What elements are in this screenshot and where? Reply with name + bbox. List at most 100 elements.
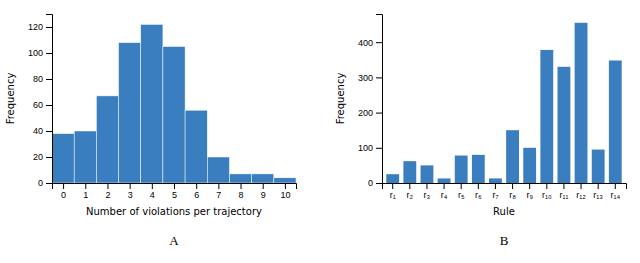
y-tick: 60	[33, 100, 52, 110]
bar	[575, 23, 588, 183]
y-tick: 0	[368, 178, 382, 188]
x-axis: 012345678910	[53, 183, 297, 200]
panel-caption: B	[500, 233, 509, 248]
x-tick-label: 8	[239, 190, 244, 200]
x-tick-mark	[409, 183, 410, 189]
x-tick-label: r₁₁	[559, 190, 568, 200]
y-tick: 20	[33, 152, 52, 162]
x-tick-mark	[63, 183, 64, 189]
x-tick-mark	[218, 183, 219, 189]
y-axis-title: Frequency	[335, 73, 346, 125]
x-tick-label: r₂	[407, 190, 414, 200]
y-tick: 200	[358, 108, 382, 118]
x-axis-title: Rule	[493, 206, 515, 217]
x-tick-mark	[546, 183, 547, 189]
bar	[540, 50, 553, 183]
y-tick-label: 0	[368, 178, 373, 188]
x-tick-mark	[529, 183, 530, 189]
x-tick-mark	[130, 183, 131, 189]
bar	[472, 155, 485, 183]
x-tick-mark	[85, 183, 86, 189]
y-tick-label: 40	[33, 126, 43, 136]
x-tick: 2	[105, 183, 110, 200]
x-tick: 6	[194, 183, 199, 200]
x-tick-mark	[478, 183, 479, 189]
y-tick-label: 120	[28, 22, 43, 32]
y-tick-label: 80	[33, 74, 43, 84]
x-tick-label: 4	[150, 190, 155, 200]
x-tick: r₅	[458, 183, 465, 200]
panel-caption: A	[169, 233, 179, 248]
plot-area	[386, 23, 621, 183]
y-tick-mark	[376, 42, 382, 43]
bar	[506, 130, 519, 183]
x-tick: 4	[150, 183, 155, 200]
x-axis-line	[383, 184, 627, 190]
x-tick: r₁	[390, 183, 396, 200]
x-tick: r₈	[509, 183, 516, 200]
x-tick: 3	[128, 183, 133, 200]
x-tick-mark	[426, 183, 427, 189]
panel: 0100200300400r₁r₂r₃r₄r₅r₆r₇r₈r₉r₁₀r₁₁r₁₂…	[335, 15, 627, 249]
y-tick-label: 0	[38, 178, 43, 188]
x-tick: 10	[280, 183, 290, 200]
x-tick-mark	[263, 183, 264, 189]
y-tick: 120	[28, 22, 52, 32]
y-tick-mark	[46, 53, 52, 54]
y-tick: 80	[33, 74, 52, 84]
x-tick: r₁₃	[593, 183, 603, 200]
y-tick-label: 100	[28, 48, 43, 58]
y-axis: 0100200300400	[358, 15, 383, 189]
y-tick: 0	[38, 178, 52, 188]
x-tick-label: 2	[105, 190, 110, 200]
x-axis: r₁r₂r₃r₄r₅r₆r₇r₈r₉r₁₀r₁₁r₁₂r₁₃r₁₄	[383, 183, 627, 200]
x-tick-label: r₈	[509, 190, 516, 200]
y-tick-mark	[376, 113, 382, 114]
y-axis: 0 20 40 60 80 100 120	[28, 15, 53, 189]
bar	[592, 150, 605, 183]
x-tick-label: 3	[128, 190, 133, 200]
bar	[252, 174, 274, 183]
x-tick: r₄	[441, 183, 448, 200]
bar	[96, 96, 118, 183]
x-tick-mark	[461, 183, 462, 189]
x-tick-label: 0	[61, 190, 66, 200]
y-tick-mark	[46, 79, 52, 80]
y-tick-mark	[376, 183, 382, 184]
y-tick-label: 200	[358, 108, 373, 118]
x-tick-label: 1	[83, 190, 88, 200]
x-tick: r₁₀	[542, 183, 552, 200]
x-tick-mark	[107, 183, 108, 189]
y-tick: 100	[358, 143, 382, 153]
x-tick-label: r₁₃	[593, 190, 603, 200]
plot-area	[52, 24, 296, 183]
x-tick-label: r₅	[458, 190, 465, 200]
panel: 020406080100120012345678910Number of vio…	[5, 15, 297, 249]
x-tick-label: r₇	[492, 190, 498, 200]
bar	[185, 110, 207, 183]
x-tick-label: r₃	[424, 190, 431, 200]
x-tick-mark	[241, 183, 242, 189]
y-tick-mark	[46, 183, 52, 184]
x-tick-label: r₁₄	[610, 190, 620, 200]
x-tick-mark	[581, 183, 582, 189]
x-tick: r₆	[475, 183, 482, 200]
x-tick: 7	[216, 183, 221, 200]
x-tick: 1	[83, 183, 88, 200]
x-tick: r₂	[407, 183, 414, 200]
bar	[141, 24, 163, 183]
y-tick: 400	[358, 38, 382, 48]
bar	[403, 161, 416, 183]
bar	[52, 134, 74, 183]
y-tick-label: 20	[33, 152, 43, 162]
bar	[609, 60, 622, 183]
y-axis-line	[376, 15, 383, 184]
x-tick: r₁₄	[610, 183, 620, 200]
y-tick: 40	[33, 126, 52, 136]
x-tick-label: r₆	[475, 190, 482, 200]
x-tick: 5	[172, 183, 177, 200]
bar	[119, 43, 141, 183]
x-tick-label: 7	[216, 190, 221, 200]
x-tick: r₃	[424, 183, 431, 200]
y-axis-line	[46, 15, 53, 184]
